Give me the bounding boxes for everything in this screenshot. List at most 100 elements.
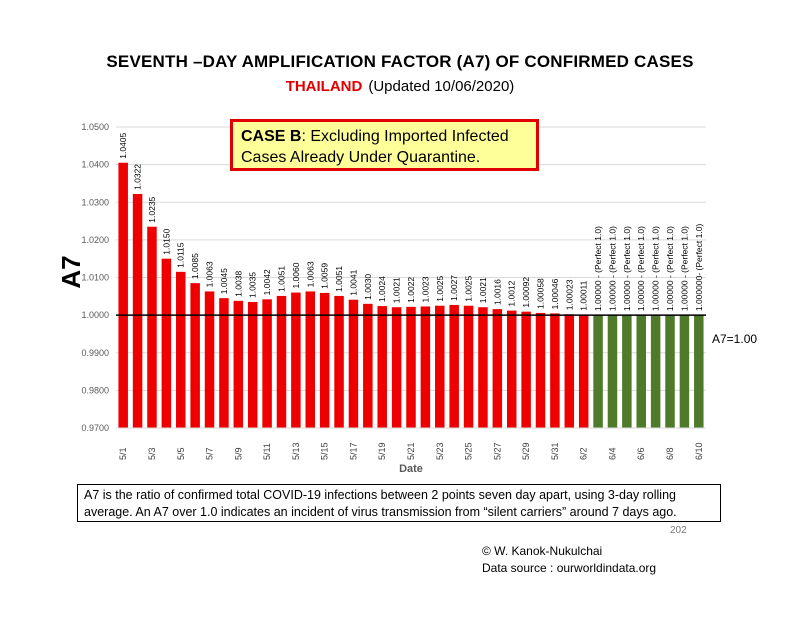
case-label: CASE B xyxy=(241,128,302,145)
data-label: 1.000000- (Perfect 1.0) xyxy=(694,224,704,312)
data-label: 1.0042 xyxy=(262,269,272,295)
data-label: 1.0038 xyxy=(233,271,243,297)
data-source: Data source : ourworldindata.org xyxy=(482,561,657,575)
bar xyxy=(233,300,244,428)
data-label: 1.0021 xyxy=(478,277,488,303)
data-label: 1.0059 xyxy=(320,263,330,289)
data-label: 1.00000 - (Perfect 1.0) xyxy=(593,226,603,311)
bar xyxy=(492,309,503,428)
bar xyxy=(118,162,128,428)
country-label: THAILAND xyxy=(285,78,363,95)
author-credit: © W. Kanok-Nukulchai xyxy=(482,544,603,558)
data-label: 1.0022 xyxy=(406,277,416,303)
data-label: 1.0021 xyxy=(392,277,402,303)
data-label: 1.0016 xyxy=(492,279,502,305)
y-tick-label: 1.0500 xyxy=(81,122,109,132)
data-label: 1.00000 - (Perfect 1.0) xyxy=(636,226,646,311)
bar xyxy=(665,315,675,428)
chart-subtitle: THAILAND (Updated 10/06/2020) xyxy=(0,78,800,95)
data-label: 1.00000 - (Perfect 1.0) xyxy=(679,226,689,311)
bar xyxy=(622,315,632,428)
x-tick-label: 5/19 xyxy=(377,442,387,460)
bar xyxy=(305,291,316,428)
data-label: 1.0030 xyxy=(363,274,373,300)
y-tick-label: 0.9700 xyxy=(81,423,109,433)
y-tick-label: 1.0400 xyxy=(81,160,109,170)
bar xyxy=(291,292,301,428)
chart-title: SEVENTH –DAY AMPLIFICATION FACTOR (A7) O… xyxy=(106,52,694,71)
bar xyxy=(506,310,517,428)
x-tick-label: 5/9 xyxy=(233,447,243,460)
x-tick-label: 5/3 xyxy=(147,447,157,460)
credits: © W. Kanok-Nukulchai Data source : ourwo… xyxy=(482,543,656,577)
data-label: 1.0045 xyxy=(219,268,229,294)
data-label: 1.00023 xyxy=(564,279,574,310)
data-label: 1.0051 xyxy=(334,266,344,292)
data-label: 1.0051 xyxy=(276,266,286,292)
case-b-annotation: CASE B: Excluding Imported Infected Case… xyxy=(230,119,539,171)
data-label: 1.0322 xyxy=(133,164,143,190)
bar xyxy=(535,312,546,428)
bar xyxy=(478,307,488,428)
bar xyxy=(607,315,618,428)
data-label: 1.00058 xyxy=(536,278,546,309)
page-number: 202 xyxy=(670,525,687,536)
x-tick-label: 5/25 xyxy=(464,442,474,460)
data-label: 1.00046 xyxy=(550,278,560,309)
x-tick-label: 5/1 xyxy=(118,447,128,460)
bar xyxy=(435,305,445,428)
data-label: 1.0025 xyxy=(435,275,445,301)
data-label: 1.0025 xyxy=(464,275,474,301)
data-label: 1.0060 xyxy=(291,262,301,288)
x-tick-label: 5/17 xyxy=(348,442,358,460)
case-description: : Excluding Imported Infected Cases Alre… xyxy=(241,128,509,166)
bar xyxy=(219,298,229,428)
x-tick-label: 5/13 xyxy=(291,442,301,460)
data-label: 1.0035 xyxy=(248,272,258,298)
data-label: 1.0115 xyxy=(176,242,186,268)
x-tick-label: 5/31 xyxy=(550,442,560,460)
bar xyxy=(262,299,272,428)
y-tick-label: 0.9800 xyxy=(81,385,109,395)
bar xyxy=(348,299,359,428)
x-tick-label: 6/2 xyxy=(579,447,589,460)
data-label: 1.0027 xyxy=(449,275,459,301)
data-label: 1.0063 xyxy=(305,261,315,287)
bar xyxy=(161,258,172,428)
data-label: 1.0085 xyxy=(190,253,200,279)
bar xyxy=(550,313,560,428)
x-tick-label: 5/23 xyxy=(435,442,445,460)
data-label: 1.0405 xyxy=(118,132,128,158)
bar xyxy=(406,306,416,428)
bar xyxy=(463,305,474,428)
bar xyxy=(176,271,186,428)
bar xyxy=(147,226,157,428)
x-tick-label: 5/11 xyxy=(262,443,272,460)
x-tick-label: 6/6 xyxy=(636,447,646,460)
bar xyxy=(449,304,459,428)
x-tick-label: 6/8 xyxy=(665,447,675,460)
data-label: 1.0012 xyxy=(507,280,517,306)
reference-line-label: A7=1.00 xyxy=(712,332,757,346)
data-label: 1.0150 xyxy=(161,228,171,254)
bar xyxy=(204,291,215,428)
x-tick-label: 5/29 xyxy=(521,442,531,460)
bar xyxy=(650,315,661,428)
x-tick-label: 5/7 xyxy=(205,447,215,460)
bar xyxy=(247,301,258,428)
a7-definition-note: A7 is the ratio of confirmed total COVID… xyxy=(77,484,721,522)
data-label: 1.0041 xyxy=(348,269,358,295)
y-tick-label: 0.9900 xyxy=(81,348,109,358)
x-tick-label: 5/5 xyxy=(176,447,186,460)
x-axis-title: Date xyxy=(399,463,423,475)
bar xyxy=(636,315,646,428)
x-tick-label: 5/21 xyxy=(406,442,416,460)
bar xyxy=(521,311,531,428)
bar xyxy=(276,295,287,428)
bar xyxy=(334,295,344,428)
bar xyxy=(679,315,690,428)
data-label: 1.00092 xyxy=(521,277,531,308)
y-tick-label: 1.0200 xyxy=(81,235,109,245)
y-tick-label: 1.0000 xyxy=(81,310,109,320)
